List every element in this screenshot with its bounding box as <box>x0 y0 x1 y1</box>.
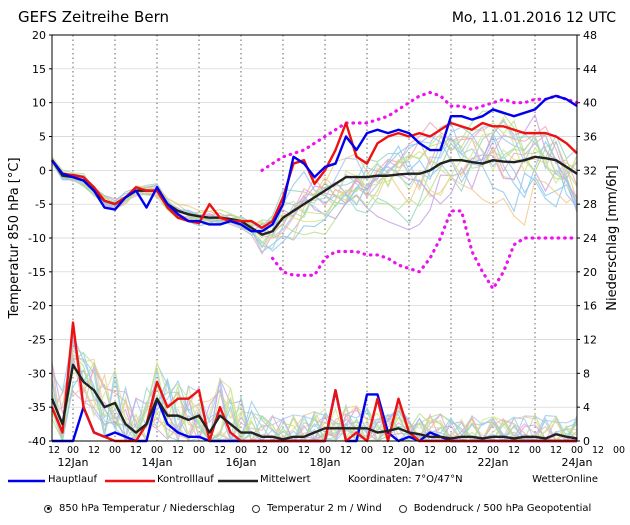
radio-850hpa[interactable] <box>44 504 52 513</box>
temp-line-control <box>51 121 578 230</box>
y-tick-label-left: -25 <box>28 334 46 347</box>
x-hour-tick-label: 00 <box>487 445 499 456</box>
x-hour-tick-label: 00 <box>445 445 457 456</box>
y-tick-label-left: -5 <box>35 198 46 211</box>
run-time: Mo, 11.01.2016 12 UTC <box>452 10 616 26</box>
x-hour-tick-label: 12 <box>340 445 352 456</box>
y-tick-label-right: 32 <box>583 164 597 177</box>
ensemble-member-line <box>51 133 578 239</box>
x-hour-tick-label: 00 <box>109 445 121 456</box>
x-date-label: 22Jan <box>478 456 509 469</box>
y-tick-label-right: 28 <box>583 198 597 211</box>
legend: Hauptlauf Kontrolllauf Mittelwert Koordi… <box>8 474 598 485</box>
x-date-label: 20Jan <box>394 456 425 469</box>
legend-coordinates: Koordinaten: 7°O/47°N <box>348 474 463 485</box>
y-tick-label-left: -10 <box>28 232 46 245</box>
option-850hpa-label: 850 hPa Temperatur / Niederschlag <box>59 503 235 514</box>
legend-source: WetterOnline <box>532 474 598 485</box>
x-hour-tick-label: 12 <box>130 445 142 456</box>
x-hour-tick-label: 12 <box>214 445 226 456</box>
x-hour-tick-label: 00 <box>613 445 625 456</box>
x-hour-tick-label: 12 <box>298 445 310 456</box>
axis-ticks: 20151050-5-10-15-20-25-30-35-40484440363… <box>28 29 625 469</box>
x-hour-tick-label: 12 <box>592 445 604 456</box>
x-hour-tick-label: 12 <box>508 445 520 456</box>
y-tick-label-left: 10 <box>32 97 46 110</box>
y-tick-label-right: 0 <box>583 435 590 448</box>
plot-frame <box>51 34 578 442</box>
x-hour-tick-label: 00 <box>235 445 247 456</box>
legend-main-label: Hauptlauf <box>48 474 97 485</box>
x-hour-tick-label: 00 <box>319 445 331 456</box>
temp-line-spread <box>260 90 579 172</box>
x-hour-tick-label: 12 <box>172 445 184 456</box>
y-axis-label-left: Temperatur 850 hPa [°C] <box>7 157 22 319</box>
ensemble-member-precip-line <box>51 369 578 443</box>
y-tick-label-right: 36 <box>583 131 597 144</box>
option-pressure[interactable]: Bodendruck / 500 hPa Geopotential <box>398 503 592 514</box>
y-tick-label-right: 20 <box>583 266 597 279</box>
temp-line-main <box>51 94 578 233</box>
y-tick-label-left: -40 <box>28 435 46 448</box>
temp-line-spread <box>270 209 579 291</box>
chart-type-selector: 850 hPa Temperatur / Niederschlag Temper… <box>44 503 608 514</box>
x-hour-tick-label: 12 <box>424 445 436 456</box>
y-tick-label-right: 40 <box>583 97 597 110</box>
x-hour-tick-label: 00 <box>571 445 583 456</box>
legend-control-label: Kontrolllauf <box>157 474 214 485</box>
radio-pressure[interactable] <box>398 504 407 513</box>
x-hour-tick-label: 12 <box>550 445 562 456</box>
ensemble-member-line <box>51 152 578 239</box>
x-hour-tick-label: 00 <box>403 445 415 456</box>
y-tick-label-right: 44 <box>583 63 597 76</box>
x-hour-tick-label: 12 <box>88 445 100 456</box>
x-hour-tick-label: 00 <box>151 445 163 456</box>
grid <box>52 35 578 441</box>
y-tick-label-left: 20 <box>32 29 46 42</box>
y-tick-label-right: 12 <box>583 334 597 347</box>
y-tick-label-right: 48 <box>583 29 597 42</box>
x-hour-tick-label: 12 <box>256 445 268 456</box>
y-tick-label-left: -20 <box>28 300 46 313</box>
ensemble-member-precip-line <box>51 377 578 442</box>
x-hour-tick-label: 12 <box>382 445 394 456</box>
temp-line-mean <box>51 155 578 236</box>
y-axis-label-right: Niederschlag [mm/6h] <box>605 165 620 310</box>
y-tick-label-left: 0 <box>39 164 46 177</box>
y-tick-label-left: -15 <box>28 266 46 279</box>
y-tick-label-left: -35 <box>28 401 46 414</box>
x-hour-tick-label: 12 <box>466 445 478 456</box>
ensemble-member-precip-line <box>51 372 578 443</box>
option-850hpa[interactable]: 850 hPa Temperatur / Niederschlag <box>44 503 235 514</box>
y-tick-label-right: 4 <box>583 401 590 414</box>
x-date-label: 24Jan <box>562 456 593 469</box>
x-hour-tick-label: 12 <box>48 445 60 456</box>
x-date-label: 16Jan <box>226 456 257 469</box>
x-hour-tick-label: 00 <box>67 445 79 456</box>
x-hour-tick-label: 00 <box>277 445 289 456</box>
radio-temp-2m[interactable] <box>251 504 260 513</box>
x-date-label: 12Jan <box>58 456 89 469</box>
y-tick-label-left: 5 <box>39 131 46 144</box>
precip-line-mean <box>50 363 578 441</box>
y-tick-label-right: 16 <box>583 300 597 313</box>
x-hour-tick-label: 00 <box>529 445 541 456</box>
legend-mean-label: Mittelwert <box>260 474 311 485</box>
x-date-label: 18Jan <box>310 456 341 469</box>
y-tick-label-right: 8 <box>583 367 590 380</box>
option-temp-2m-label: Temperatur 2 m / Wind <box>266 503 382 514</box>
x-hour-tick-label: 00 <box>361 445 373 456</box>
x-date-label: 14Jan <box>142 456 173 469</box>
y-tick-label-left: -30 <box>28 367 46 380</box>
y-tick-label-right: 24 <box>583 232 597 245</box>
y-tick-label-left: 15 <box>32 63 46 76</box>
option-pressure-label: Bodendruck / 500 hPa Geopotential <box>413 503 592 514</box>
chart-title: GEFS Zeitreihe Bern <box>18 8 169 26</box>
option-temp-2m[interactable]: Temperatur 2 m / Wind <box>251 503 382 514</box>
x-hour-tick-label: 00 <box>193 445 205 456</box>
